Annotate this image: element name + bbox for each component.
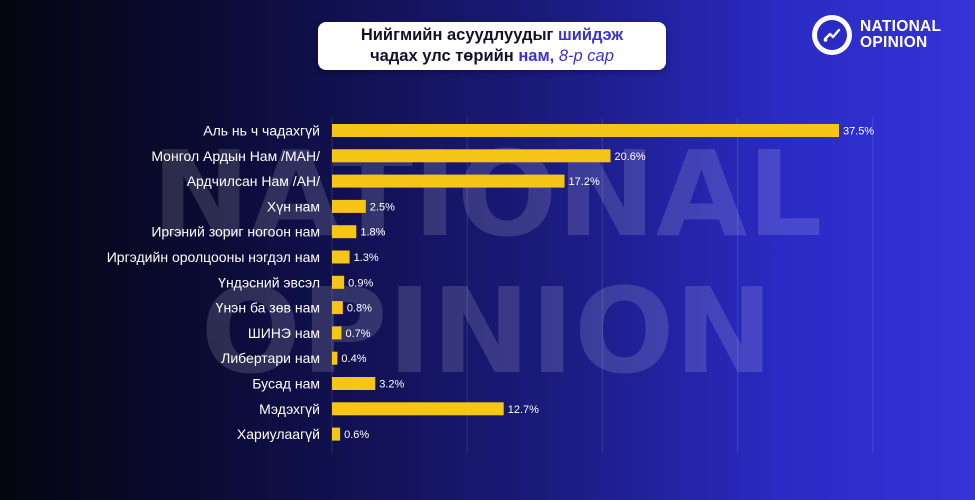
title-line2-part1: чадах улс төрийн [370,47,514,65]
category-label: Бусад нам [252,376,320,392]
category-label: Аль нь ч чадахгүй [203,123,320,139]
category-label: Монгол Ардын Нам /МАН/ [151,148,320,164]
value-label: 0.7% [345,328,370,340]
value-label: 20.6% [615,151,646,163]
value-label: 0.6% [344,429,369,441]
bar [332,326,342,340]
brand-line2: OPINION [860,34,928,51]
category-label: Үнэн ба зөв нам [216,300,320,316]
brand-logo: NATIONAL OPINION [812,14,941,56]
category-label: ШИНЭ нам [248,325,320,341]
value-label: 37.5% [843,126,874,138]
category-label: Мэдэхгүй [259,401,320,417]
bar [332,124,839,137]
category-label: Хариулаагүй [237,426,320,442]
value-label: 2.5% [370,201,395,213]
bar [332,377,376,390]
bar [332,225,357,239]
title-line1-highlight: шийдэж [558,26,624,44]
value-label: 0.4% [341,353,366,365]
value-label: 1.8% [360,227,385,239]
category-label: Хүн нам [267,198,320,214]
title-line2-highlight: нам, [518,47,555,65]
bar [332,149,611,163]
bars: Аль нь ч чадахгүй 37.5% Монгол Ардын Нам /… [107,123,875,443]
title-period: 8-р сар [558,47,614,65]
category-label: Ардчилсан Нам /АН/ [187,173,320,189]
title-line2: чадах улс төрийн нам, 8-р сар [370,46,614,67]
value-label: 3.2% [379,379,404,391]
brand-name: NATIONAL OPINION [860,19,941,51]
bar [332,351,338,365]
grid-lines [331,118,874,453]
bar [332,199,366,213]
value-label: 1.3% [354,252,379,264]
chart-trend-icon [812,15,852,55]
title-line1-part1: Нийгмийн асуудлуудыг [360,26,554,44]
value-label: 0.8% [347,303,372,315]
value-label: 12.7% [508,404,539,416]
bar [332,250,350,264]
category-label: Иргэний зориг ногоон нам [151,224,320,240]
category-label: Либертари нам [221,350,320,366]
category-label: Үндэсний эвсэл [218,274,320,290]
bar [332,427,341,441]
bar [332,275,345,289]
bar [332,301,343,315]
value-label: 0.9% [348,277,373,289]
category-label: Иргэдийн оролцооны нэгдэл нам [107,249,320,265]
value-label: 17.2% [569,176,600,188]
bar [332,402,504,416]
bar [332,174,565,188]
brand-line1: NATIONAL [860,18,942,35]
title-line1: Нийгмийн асуудлуудыг шийдэж [361,25,623,46]
chart-title: Нийгмийн асуудлуудыг шийдэж чадах улс тө… [318,22,666,70]
